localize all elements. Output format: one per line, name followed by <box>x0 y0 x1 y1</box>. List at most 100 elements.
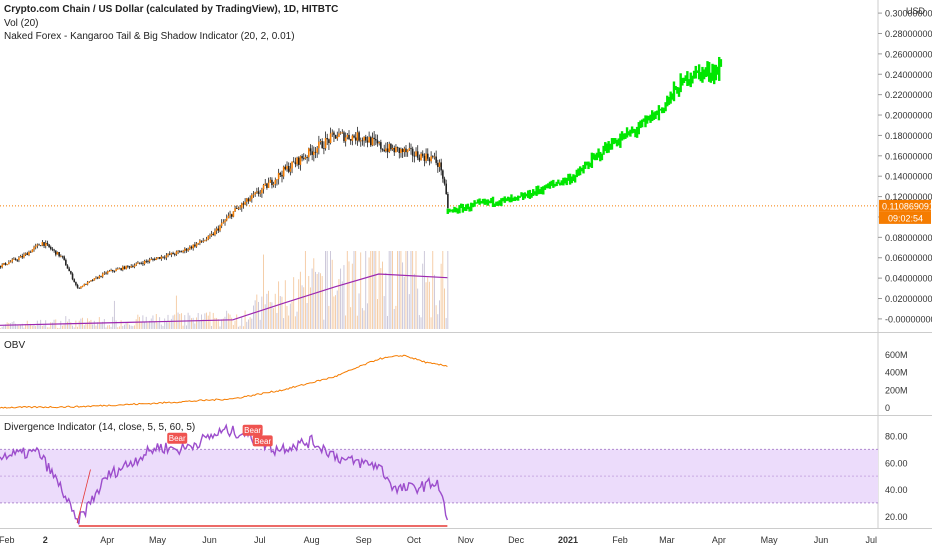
candle-body <box>214 230 216 235</box>
volume-bar <box>365 251 367 329</box>
volume-bar <box>43 325 45 329</box>
projection-candle <box>644 115 647 128</box>
candle-body <box>182 250 184 253</box>
candle-body <box>122 266 124 270</box>
candle-body <box>200 240 203 242</box>
candle-body <box>165 255 168 258</box>
volume-bar <box>18 325 20 329</box>
volume-bar <box>279 296 281 329</box>
projection-candle <box>490 198 493 204</box>
candle-body <box>91 280 94 282</box>
candle-body <box>361 140 364 142</box>
volume-bar <box>147 322 149 329</box>
candle-body <box>194 244 196 247</box>
volume-bar <box>92 324 94 329</box>
volume-bar <box>212 312 214 329</box>
rsi-tick-label: 40.00 <box>885 485 908 495</box>
volume-bar <box>241 317 243 329</box>
time-tick-label: Jul <box>866 535 878 545</box>
volume-bar <box>231 317 233 329</box>
candle-body <box>28 251 30 256</box>
projection-candle <box>704 67 708 78</box>
projection-candle <box>640 119 644 128</box>
volume-bar <box>348 261 350 329</box>
candle-body <box>287 165 290 172</box>
volume-bar <box>296 311 298 329</box>
projection-candle <box>510 194 513 203</box>
volume-bar <box>268 290 269 329</box>
volume-bar <box>309 287 311 329</box>
projection-candle <box>458 205 461 214</box>
projection-candle <box>540 186 543 195</box>
countdown-label: 09:02:54 <box>888 213 923 223</box>
candle-body <box>262 184 265 190</box>
candle-body <box>351 135 354 141</box>
projection-candle <box>686 71 689 87</box>
projection-candle <box>523 192 527 199</box>
volume-bar <box>385 272 387 329</box>
projection-candle <box>718 56 721 81</box>
volume-bar <box>182 325 184 329</box>
projection-candle <box>657 105 661 121</box>
volume-bar <box>392 251 393 329</box>
candle-body <box>398 147 401 154</box>
projection-candle <box>548 181 552 189</box>
projection-candle <box>634 129 637 138</box>
rsi-title: Divergence Indicator (14, close, 5, 5, 6… <box>4 422 196 433</box>
candle-body <box>313 151 315 155</box>
rsi-tick-label: 80.00 <box>885 432 908 442</box>
projection-candle <box>687 79 691 86</box>
candle-body <box>34 245 37 248</box>
candle-body <box>333 132 335 135</box>
volume-bar <box>258 301 259 329</box>
candle-body <box>137 262 139 264</box>
volume-bar <box>395 305 397 329</box>
volume-bar <box>117 327 119 329</box>
obv-title: OBV <box>4 340 26 351</box>
projection-candle <box>647 115 651 121</box>
projection-candle <box>694 65 697 79</box>
candle-body <box>420 153 422 161</box>
volume-bar <box>118 326 120 329</box>
volume-bar <box>115 320 117 329</box>
candle-body <box>210 233 213 236</box>
volume-bar <box>97 322 99 329</box>
volume-bar <box>169 321 171 329</box>
projection-candle <box>661 107 664 114</box>
candle-body <box>13 258 15 260</box>
candle-body <box>346 134 349 138</box>
volume-bar <box>393 308 395 329</box>
candle-body <box>160 256 163 259</box>
candle-body <box>406 149 409 153</box>
projection-candle <box>597 148 600 158</box>
candle-body <box>425 153 427 161</box>
candle-body <box>41 242 44 246</box>
volume-bar <box>350 307 352 329</box>
volume-bar <box>249 317 251 329</box>
volume-bar <box>444 288 445 329</box>
volume-bar <box>3 325 5 329</box>
volume-bar <box>16 325 18 329</box>
candle-body <box>395 147 397 153</box>
projection-candle <box>532 189 535 197</box>
projection-candle <box>599 151 602 162</box>
obv-tick-label: 0 <box>885 403 890 413</box>
projection-candle <box>614 138 617 144</box>
divergence-line <box>76 469 91 524</box>
volume-bar <box>78 320 80 329</box>
candle-body <box>167 253 169 256</box>
bear-label-text: Bear <box>244 426 261 435</box>
time-tick-label: Mar <box>659 535 675 545</box>
volume-bar <box>217 319 219 329</box>
projection-candle <box>681 77 684 86</box>
volume-bar <box>366 303 368 329</box>
volume-bar <box>202 319 204 329</box>
volume-bar <box>232 325 234 329</box>
candle-body <box>127 265 129 267</box>
projection-candle <box>602 145 605 155</box>
